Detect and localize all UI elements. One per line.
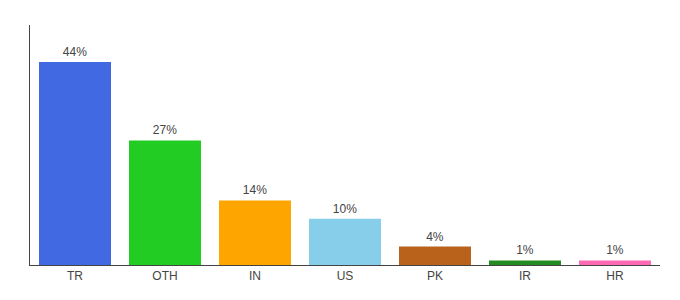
svg-text:OTH: OTH (152, 269, 177, 283)
svg-text:IR: IR (519, 269, 531, 283)
svg-text:27%: 27% (153, 123, 177, 137)
svg-text:4%: 4% (426, 230, 444, 244)
svg-text:HR: HR (606, 269, 624, 283)
svg-text:44%: 44% (63, 45, 87, 59)
svg-text:TR: TR (67, 269, 83, 283)
svg-text:PK: PK (427, 269, 443, 283)
svg-text:IN: IN (249, 269, 261, 283)
svg-text:10%: 10% (333, 202, 357, 216)
svg-text:US: US (337, 269, 354, 283)
svg-text:1%: 1% (606, 243, 624, 257)
svg-text:1%: 1% (516, 243, 534, 257)
svg-text:14%: 14% (243, 183, 267, 197)
